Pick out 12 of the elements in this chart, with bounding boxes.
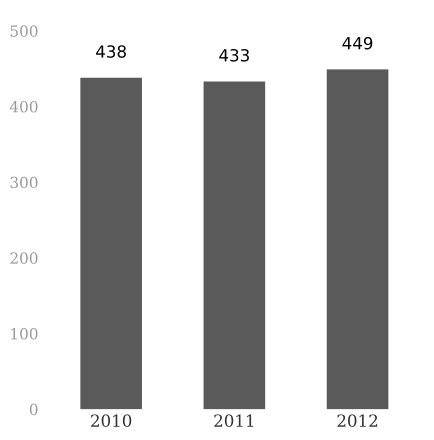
y-tick-label: 300 xyxy=(10,176,38,188)
y-tick-label: 100 xyxy=(11,328,38,340)
x-tick-label: 2011 xyxy=(214,414,254,427)
y-tick-label: 200 xyxy=(10,252,38,264)
y-tick-label: 400 xyxy=(10,100,38,112)
x-tick-label: 2010 xyxy=(91,414,132,427)
data-label: 438 xyxy=(96,45,126,58)
y-tick-label: 500 xyxy=(10,25,38,37)
data-label: 433 xyxy=(219,49,249,62)
data-label: 449 xyxy=(342,36,372,50)
x-tick-label: 2012 xyxy=(337,414,378,427)
y-tick-label: 0 xyxy=(30,404,38,416)
